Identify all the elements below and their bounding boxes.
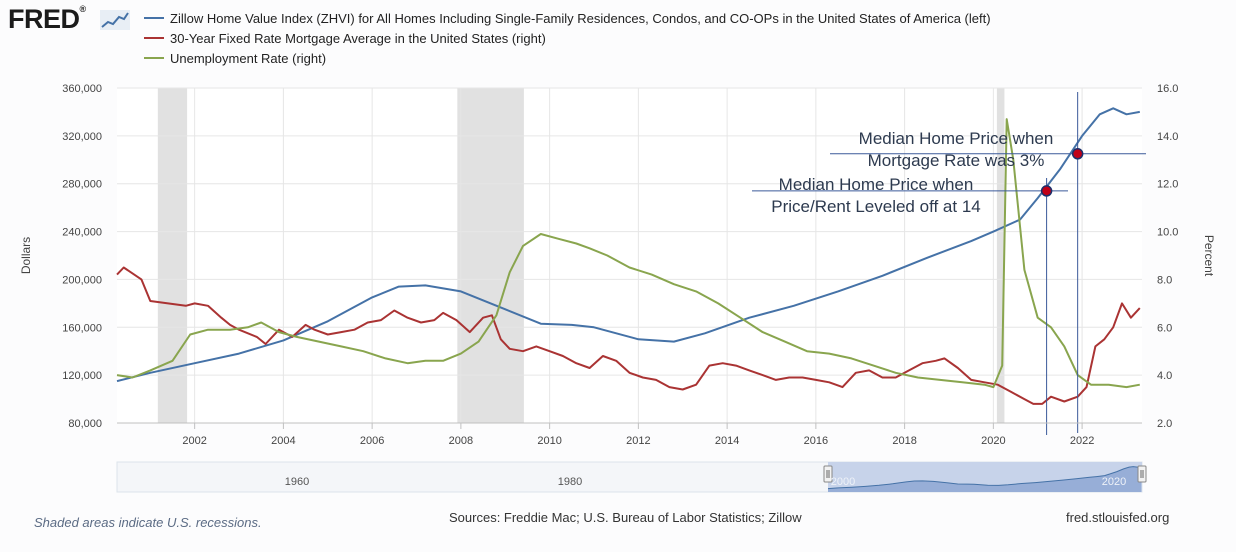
legend-item-unemployment[interactable]: Unemployment Rate (right) [144, 48, 991, 68]
navigator-year-label: 2000 [831, 476, 855, 488]
left-axis-tick-label: 80,000 [68, 418, 102, 430]
annotation-line: Median Home Price when [778, 175, 974, 194]
navigator-year-label: 2020 [1102, 476, 1126, 488]
series-line-zhvi[interactable] [116, 107, 1140, 383]
right-axis-tick-label: 4.0 [1157, 370, 1172, 382]
recession-band [157, 88, 188, 423]
fred-logo-text: FRED [8, 4, 80, 34]
navigator-handle[interactable] [1137, 465, 1147, 483]
right-axis-tick-label: 6.0 [1157, 322, 1172, 334]
right-axis-tick-label: 16.0 [1157, 83, 1178, 95]
right-axis-tick-label: 12.0 [1157, 179, 1178, 191]
recession-note: Shaded areas indicate U.S. recessions. [34, 515, 262, 530]
navigator-year-label: 1980 [558, 476, 582, 488]
left-axis-tick-label: 200,000 [62, 274, 102, 286]
left-axis-title: Dollars [19, 237, 33, 274]
site-link[interactable]: fred.stlouisfed.org [1066, 510, 1170, 525]
right-axis-tick-label: 10.0 [1157, 227, 1178, 239]
legend-label: Unemployment Rate (right) [170, 50, 327, 66]
left-axis-tick-label: 240,000 [62, 227, 102, 239]
x-axis-tick-label: 2004 [271, 435, 295, 447]
legend-label: 30-Year Fixed Rate Mortgage Average in t… [170, 30, 546, 46]
left-axis-tick-label: 320,000 [62, 131, 102, 143]
navigator-series-area [828, 466, 1142, 492]
x-axis-tick-label: 2020 [981, 435, 1005, 447]
annotation-price-rent-14: Median Home Price when Price/Rent Levele… [744, 174, 1008, 218]
annotation-marker [1040, 185, 1053, 197]
right-axis-title: Percent [1202, 235, 1216, 277]
x-axis-tick-label: 2012 [626, 435, 650, 447]
fred-logo[interactable]: FRED® [8, 4, 86, 35]
x-axis-tick-label: 2022 [1070, 435, 1094, 447]
annotation-line: Price/Rent Leveled off at 14 [771, 197, 981, 216]
left-axis-tick-label: 360,000 [62, 83, 102, 95]
right-axis-tick-label: 14.0 [1157, 131, 1178, 143]
chart-trend-icon [100, 10, 130, 30]
x-axis-tick-label: 2008 [449, 435, 473, 447]
navigator-series-line [827, 466, 1142, 490]
annotation-marker [1071, 148, 1084, 160]
annotation-mortgage-3pct: Median Home Price when Mortgage Rate was… [832, 128, 1080, 172]
recession-band [457, 88, 524, 423]
series-line-unemployment-rate[interactable] [116, 118, 1140, 389]
left-axis-tick-label: 120,000 [62, 370, 102, 382]
left-axis-tick-label: 160,000 [62, 322, 102, 334]
x-axis-tick-label: 2016 [804, 435, 828, 447]
right-axis-tick-label: 8.0 [1157, 274, 1172, 286]
recession-band [996, 88, 1005, 423]
x-axis-tick-label: 2010 [537, 435, 561, 447]
registered-mark: ® [79, 4, 87, 14]
x-axis-tick-label: 2014 [715, 435, 739, 447]
left-axis-tick-label: 280,000 [62, 179, 102, 191]
navigator-year-label: 1960 [285, 476, 309, 488]
legend-item-mortgage[interactable]: 30-Year Fixed Rate Mortgage Average in t… [144, 28, 991, 48]
chart-legend: Zillow Home Value Index (ZHVI) for All H… [144, 8, 991, 68]
legend-item-zhvi[interactable]: Zillow Home Value Index (ZHVI) for All H… [144, 8, 991, 28]
legend-label: Zillow Home Value Index (ZHVI) for All H… [170, 10, 991, 26]
right-axis-tick-label: 2.0 [1157, 418, 1172, 430]
annotation-line: Median Home Price when [858, 129, 1054, 148]
x-axis-tick-label: 2002 [182, 435, 206, 447]
navigator-handle[interactable] [823, 465, 833, 483]
sources-text: Sources: Freddie Mac; U.S. Bureau of Lab… [449, 510, 802, 525]
plot-area [117, 88, 1142, 423]
annotation-line: Mortgage Rate was 3% [867, 151, 1045, 170]
x-axis-tick-label: 2006 [360, 435, 384, 447]
x-axis-tick-label: 2018 [892, 435, 916, 447]
